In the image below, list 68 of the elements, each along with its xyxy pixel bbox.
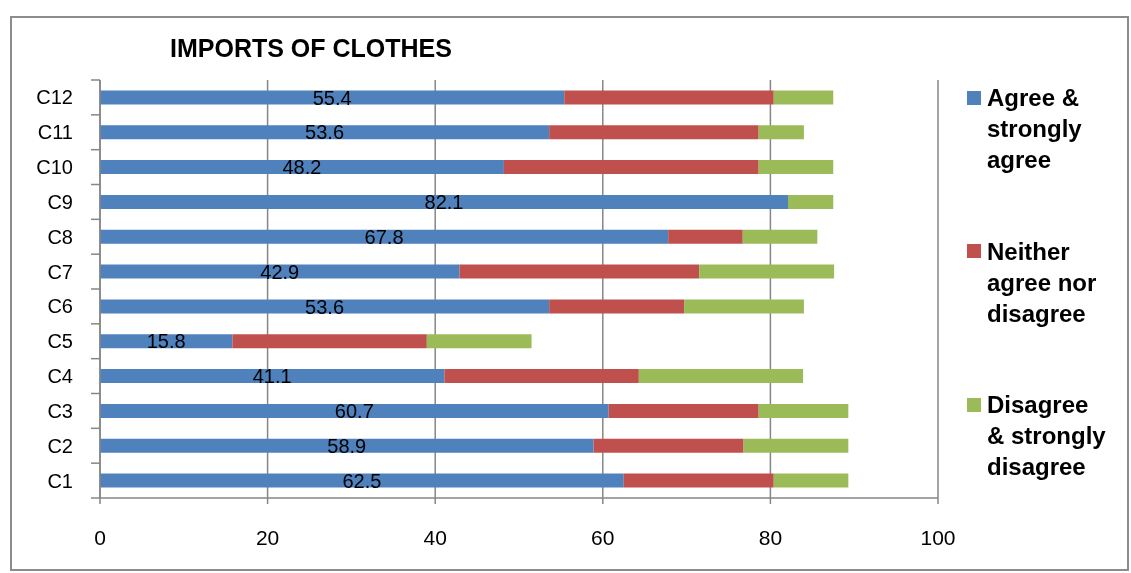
data-label: 58.9 <box>327 434 367 457</box>
x-tick-label: 100 <box>920 525 956 549</box>
x-tick-label: 60 <box>591 525 615 549</box>
x-tick-label: 20 <box>255 525 280 549</box>
bar <box>638 369 804 384</box>
bar <box>564 90 774 105</box>
data-label: 41.1 <box>252 365 292 388</box>
bar <box>100 369 445 384</box>
bar <box>100 194 788 209</box>
bar <box>426 334 532 349</box>
bar <box>459 264 700 279</box>
legend-label: Disagree & strongly disagree <box>987 390 1107 482</box>
bar <box>758 160 834 175</box>
bar <box>758 403 849 418</box>
data-label: 60.7 <box>334 400 374 423</box>
data-label: 53.6 <box>305 121 345 144</box>
y-tick-label: C6 <box>47 295 73 318</box>
legend-label: Agree & strongly agree <box>987 83 1083 175</box>
bar <box>100 160 504 175</box>
bar <box>742 229 818 244</box>
bar <box>593 438 744 453</box>
data-label: 55.4 <box>312 86 352 109</box>
chart-title: IMPORTS OF CLOTHES <box>170 33 452 63</box>
bar <box>608 403 759 418</box>
bar <box>684 299 804 314</box>
y-tick-label: C11 <box>37 121 73 144</box>
bar <box>232 334 427 349</box>
bar <box>503 160 759 175</box>
x-tick-label: 0 <box>94 525 106 549</box>
y-tick-label: C4 <box>47 365 73 388</box>
y-tick-label: C1 <box>47 469 73 492</box>
bar <box>100 438 594 453</box>
bar <box>773 90 834 105</box>
bar <box>100 125 550 140</box>
bar <box>549 299 685 314</box>
data-label: 42.9 <box>260 260 300 283</box>
legend-label: Neither agree nor disagree <box>987 236 1098 329</box>
y-tick-label: C7 <box>47 260 73 283</box>
bar <box>100 299 550 314</box>
y-tick-label: C9 <box>47 190 73 213</box>
data-label: 67.8 <box>364 225 404 248</box>
bar <box>623 473 774 488</box>
y-tick-label: C8 <box>47 225 73 248</box>
data-label: 48.2 <box>282 156 322 179</box>
y-tick-label: C5 <box>47 330 73 353</box>
bar <box>699 264 835 279</box>
data-label: 53.6 <box>305 295 345 318</box>
bar <box>100 90 565 105</box>
bar <box>100 403 609 418</box>
bar <box>100 264 460 279</box>
bar <box>773 473 849 488</box>
bar <box>100 229 669 244</box>
y-tick-label: C10 <box>36 156 73 179</box>
data-label: 62.5 <box>342 469 382 492</box>
bar <box>743 438 849 453</box>
y-tick-label: C12 <box>36 86 73 109</box>
bar <box>788 194 834 209</box>
data-label: 15.8 <box>146 330 186 353</box>
y-tick-label: C2 <box>47 434 73 457</box>
x-tick-label: 80 <box>758 525 783 549</box>
x-tick-label: 40 <box>423 525 447 549</box>
y-tick-label: C3 <box>47 399 73 422</box>
data-label: 82.1 <box>424 191 464 214</box>
bar <box>758 125 804 140</box>
bar <box>100 473 624 488</box>
bar <box>668 229 743 244</box>
bar <box>444 369 639 384</box>
bar <box>549 125 759 140</box>
